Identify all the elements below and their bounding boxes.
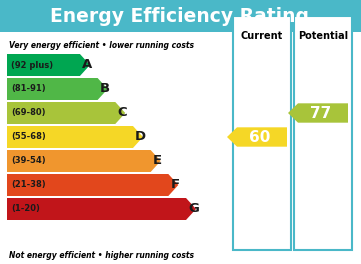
Polygon shape xyxy=(7,174,178,196)
Polygon shape xyxy=(7,150,161,172)
Text: F: F xyxy=(170,178,179,191)
Text: B: B xyxy=(100,82,110,96)
Polygon shape xyxy=(7,102,125,124)
Text: (21-38): (21-38) xyxy=(11,181,45,190)
Text: E: E xyxy=(153,154,162,167)
Polygon shape xyxy=(7,54,90,76)
Text: Very energy efficient • lower running costs: Very energy efficient • lower running co… xyxy=(9,40,194,50)
Text: 77: 77 xyxy=(310,106,332,120)
Polygon shape xyxy=(7,78,108,100)
Text: (1-20): (1-20) xyxy=(11,205,40,214)
Bar xyxy=(0,0,361,32)
Text: (81-91): (81-91) xyxy=(11,84,45,93)
Text: (39-54): (39-54) xyxy=(11,157,45,166)
Text: Current: Current xyxy=(241,31,283,41)
Polygon shape xyxy=(7,126,143,148)
Text: C: C xyxy=(117,106,127,120)
Text: 60: 60 xyxy=(249,130,271,144)
Text: Energy Efficiency Rating: Energy Efficiency Rating xyxy=(51,7,309,26)
Polygon shape xyxy=(7,198,196,220)
Text: D: D xyxy=(135,130,146,144)
Text: (69-80): (69-80) xyxy=(11,109,45,117)
Bar xyxy=(294,16,352,250)
Text: (55-68): (55-68) xyxy=(11,133,46,142)
Text: Potential: Potential xyxy=(298,31,348,41)
Text: Not energy efficient • higher running costs: Not energy efficient • higher running co… xyxy=(9,252,194,261)
Text: G: G xyxy=(188,202,199,215)
Bar xyxy=(233,16,291,250)
Text: A: A xyxy=(82,59,92,72)
Polygon shape xyxy=(227,127,287,147)
Text: (92 plus): (92 plus) xyxy=(11,60,53,69)
Polygon shape xyxy=(288,103,348,123)
